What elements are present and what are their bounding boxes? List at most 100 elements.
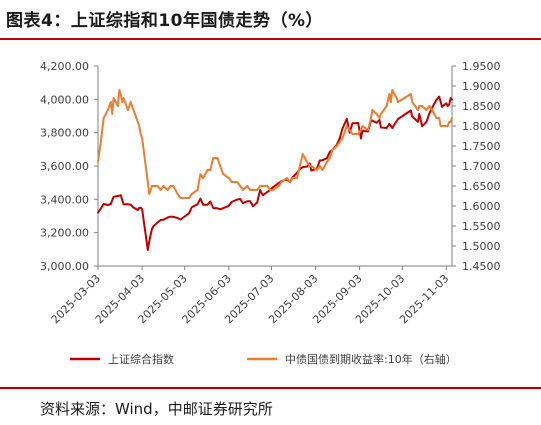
data-point-series-1 xyxy=(445,102,448,105)
data-point-series-1 xyxy=(179,218,182,221)
data-point-series-1 xyxy=(102,203,105,205)
data-point-series-1 xyxy=(169,215,172,218)
data-point-series-2 xyxy=(310,165,313,167)
data-point-series-1 xyxy=(188,212,190,215)
right-tick-label: 1.8500 xyxy=(462,100,501,113)
data-point-series-1 xyxy=(236,198,239,201)
data-point-series-2 xyxy=(417,109,419,111)
data-point-series-2 xyxy=(266,185,269,187)
data-point-series-2 xyxy=(176,193,179,195)
data-point-series-1 xyxy=(176,217,179,219)
data-point-series-2 xyxy=(209,169,212,171)
data-point-series-1 xyxy=(227,204,230,207)
data-point-series-2 xyxy=(256,189,259,191)
data-point-series-1 xyxy=(222,207,225,210)
data-point-series-2 xyxy=(139,133,142,135)
data-point-series-2 xyxy=(390,101,392,103)
right-tick-label: 1.6000 xyxy=(462,200,501,213)
data-point-series-2 xyxy=(262,185,264,187)
data-point-series-1 xyxy=(262,194,264,197)
data-point-series-2 xyxy=(111,113,114,115)
data-point-series-1 xyxy=(328,151,331,154)
data-point-series-1 xyxy=(148,240,151,243)
data-point-series-2 xyxy=(127,109,129,111)
data-point-series-2 xyxy=(360,129,362,131)
data-point-series-2 xyxy=(172,185,175,187)
data-point-series-2 xyxy=(239,185,242,187)
data-point-series-2 xyxy=(357,133,360,135)
data-point-series-2 xyxy=(277,185,280,187)
data-point-series-2 xyxy=(361,125,364,127)
data-point-series-1 xyxy=(127,203,129,206)
data-point-series-1 xyxy=(385,127,388,129)
right-tick-label: 1.7000 xyxy=(462,160,501,173)
source-divider xyxy=(0,387,541,389)
data-point-series-1 xyxy=(418,113,421,115)
data-point-series-2 xyxy=(449,121,452,123)
data-point-series-1 xyxy=(138,207,141,209)
data-point-series-2 xyxy=(156,185,159,187)
data-point-series-2 xyxy=(345,125,348,127)
data-point-series-2 xyxy=(370,117,372,119)
data-point-series-1 xyxy=(391,127,394,129)
data-point-series-1 xyxy=(199,197,202,200)
data-point-series-2 xyxy=(230,181,233,183)
data-point-series-1 xyxy=(216,207,219,210)
data-point-series-2 xyxy=(306,161,308,163)
data-point-series-1 xyxy=(397,118,399,120)
data-point-series-1 xyxy=(256,201,259,204)
data-point-series-2 xyxy=(236,181,239,183)
data-point-series-1 xyxy=(132,206,135,209)
data-point-series-2 xyxy=(421,105,423,107)
data-point-series-1 xyxy=(409,109,412,112)
line-chart: 4,200.00 4,000.00 3,800.00 3,600.00 3,400.00… xyxy=(40,60,501,366)
data-point-series-2 xyxy=(149,189,152,191)
data-point-series-1 xyxy=(129,203,132,206)
data-point-series-1 xyxy=(321,159,324,162)
data-point-series-2 xyxy=(289,181,291,183)
data-point-series-2 xyxy=(166,189,169,191)
data-point-series-1 xyxy=(99,207,102,210)
data-point-series-2 xyxy=(132,109,135,111)
data-point-series-1 xyxy=(249,200,252,203)
left-tick-label: 4,200.00 xyxy=(40,60,89,73)
data-point-series-1 xyxy=(417,120,419,123)
data-point-series-2 xyxy=(341,137,344,139)
left-tick-label: 3,800.00 xyxy=(40,127,89,140)
data-point-series-1 xyxy=(439,100,442,103)
right-tick-label: 1.9000 xyxy=(462,80,501,93)
data-point-series-1 xyxy=(351,122,354,125)
data-point-series-2 xyxy=(446,125,449,127)
data-point-series-1 xyxy=(117,195,119,197)
data-point-series-2 xyxy=(202,177,205,179)
data-point-series-2 xyxy=(308,165,311,167)
data-point-series-1 xyxy=(212,207,215,209)
data-point-series-2 xyxy=(196,189,199,191)
legend-label-2: 中债国债到期收益率:10年（右轴） xyxy=(285,352,457,366)
data-point-series-1 xyxy=(441,105,443,108)
data-point-series-1 xyxy=(310,169,313,172)
data-point-series-2 xyxy=(259,185,261,187)
data-point-series-1 xyxy=(360,137,362,140)
data-point-series-1 xyxy=(209,200,212,203)
data-point-series-2 xyxy=(107,109,109,111)
data-point-series-2 xyxy=(151,185,153,187)
data-point-series-2 xyxy=(335,145,338,147)
data-point-series-1 xyxy=(435,99,438,101)
data-point-series-2 xyxy=(299,165,301,167)
data-point-series-2 xyxy=(249,189,252,191)
data-point-series-2 xyxy=(280,181,283,183)
data-point-series-1 xyxy=(326,157,328,160)
data-point-series-1 xyxy=(141,208,144,210)
data-point-series-2 xyxy=(385,105,388,107)
data-point-series-2 xyxy=(286,177,288,179)
data-point-series-2 xyxy=(367,129,369,131)
data-point-series-2 xyxy=(448,121,451,123)
data-point-series-1 xyxy=(272,186,274,189)
data-point-series-2 xyxy=(129,101,132,103)
data-point-series-1 xyxy=(109,203,112,205)
data-point-series-1 xyxy=(341,127,344,130)
data-point-series-1 xyxy=(107,204,109,206)
data-point-series-1 xyxy=(136,209,139,211)
data-point-series-1 xyxy=(375,121,378,124)
